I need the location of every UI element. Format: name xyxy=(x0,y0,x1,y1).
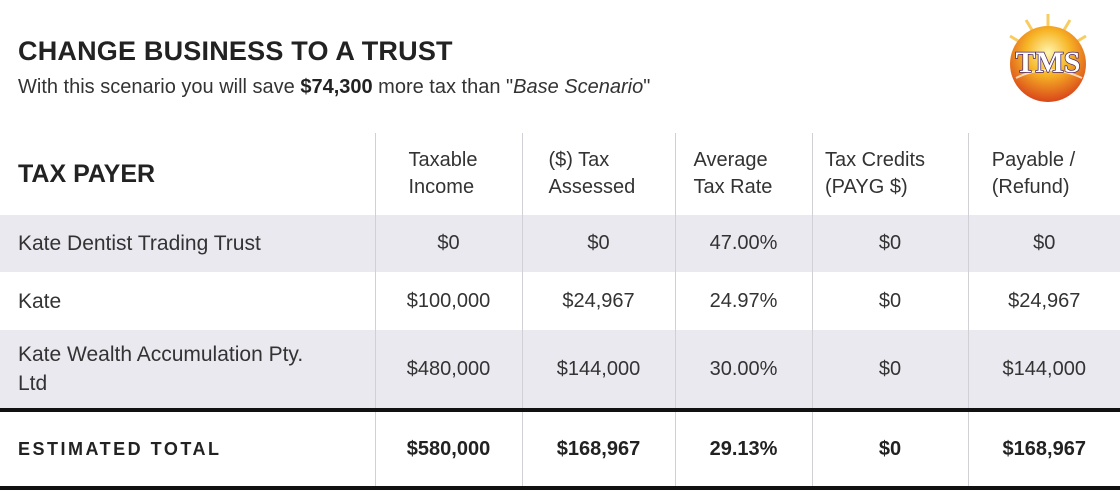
table-cell: $144,000 xyxy=(967,330,1120,410)
column-header-cell: Tax Credits (PAYG $) xyxy=(811,133,968,215)
cell-value: $0 xyxy=(878,289,902,312)
table-cell: $100,000 xyxy=(374,272,522,330)
cell-value: $0 xyxy=(878,357,902,380)
column-header: ($) Tax Assessed xyxy=(548,149,636,198)
tax-payer-name: Kate Wealth Accumulation Pty. Ltd xyxy=(18,343,304,395)
subtitle: With this scenario you will save $74,300… xyxy=(18,76,650,99)
table-cell: $0 xyxy=(811,330,968,410)
total-value: $168,967 xyxy=(967,410,1120,488)
column-header: Payable / (Refund) xyxy=(991,149,1076,198)
subtitle-text: more tax than " xyxy=(372,76,514,98)
table-row: Kate Dentist Trading Trust $0 $0 47.00% $0 $0 xyxy=(0,215,1120,272)
header-row: TAX PAYER Taxable Income ($) Tax Assessed A… xyxy=(0,133,1120,215)
cell-value: $144,000 xyxy=(556,357,641,380)
table-cell: $0 xyxy=(967,215,1120,272)
cell-value: $24,967 xyxy=(1008,289,1081,312)
subtitle-text: " xyxy=(643,76,651,98)
total-label: ESTIMATED TOTAL xyxy=(18,438,222,459)
total-value: 29.13% xyxy=(674,410,812,488)
table-cell: $0 xyxy=(811,272,968,330)
total-value: $168,967 xyxy=(521,410,675,488)
cell-value: $24,967 xyxy=(562,289,635,312)
column-header: Taxable Income xyxy=(408,149,478,198)
column-header: Average Tax Rate xyxy=(693,149,773,198)
cell-value: $0 xyxy=(878,232,902,254)
table-cell: 24.97% xyxy=(674,272,812,330)
cell-value: 47.00% xyxy=(709,232,778,254)
cell-value: $100,000 xyxy=(406,289,491,312)
column-header-cell: Payable / (Refund) xyxy=(967,133,1120,215)
table-cell: Kate xyxy=(0,272,375,330)
column-header-cell: Taxable Income xyxy=(374,133,522,215)
tax-payer-name: Kate xyxy=(18,289,62,313)
table-cell: $24,967 xyxy=(967,272,1120,330)
column-header-cell: ($) Tax Assessed xyxy=(521,133,675,215)
table-cell: Kate Dentist Trading Trust xyxy=(0,215,375,272)
logo-text: TMS xyxy=(1015,46,1080,79)
table-cell: Kate Wealth Accumulation Pty. Ltd xyxy=(0,330,375,410)
subtitle-text: With this scenario you will save xyxy=(18,76,301,98)
cell-value: $0 xyxy=(587,232,610,254)
table-cell: $480,000 xyxy=(374,330,522,410)
cell-value: 30.00% xyxy=(709,357,778,380)
savings-amount: $74,300 xyxy=(300,76,373,98)
table-cell: $144,000 xyxy=(521,330,675,410)
tax-table: TAX PAYER Taxable Income ($) Tax Assessed A… xyxy=(0,133,1120,490)
cell-value: 24.97% xyxy=(709,289,778,312)
scenario-name: Base Scenario xyxy=(513,76,644,98)
cell-value: $0 xyxy=(1033,232,1056,254)
table-cell: $0 xyxy=(521,215,675,272)
cell-value: $480,000 xyxy=(406,357,491,380)
table-cell: 47.00% xyxy=(674,215,812,272)
tax-payer-name: Kate Dentist Trading Trust xyxy=(18,232,261,255)
total-row: ESTIMATED TOTAL $580,000 $168,967 29.13% $0 $… xyxy=(0,410,1120,488)
logo: TMS xyxy=(1009,14,1087,102)
column-header-cell: Average Tax Rate xyxy=(674,133,812,215)
table-row: Kate $100,000 $24,967 24.97% $0 $24,967 xyxy=(0,272,1120,330)
column-header-cell: TAX PAYER xyxy=(18,159,156,188)
total-value: $580,000 xyxy=(374,410,522,488)
table-cell: $0 xyxy=(811,215,968,272)
cell-value: $0 xyxy=(437,232,460,254)
column-header: Tax Credits (PAYG $) xyxy=(825,149,926,198)
cell-value: $144,000 xyxy=(1002,357,1086,380)
total-value: $0 xyxy=(811,410,968,488)
title: CHANGE BUSINESS TO A TRUST xyxy=(18,36,453,66)
table-cell: $0 xyxy=(374,215,522,272)
table-row: Kate Wealth Accumulation Pty. Ltd $480,00… xyxy=(0,330,1120,410)
table-cell: $24,967 xyxy=(521,272,675,330)
table-cell: 30.00% xyxy=(674,330,812,410)
